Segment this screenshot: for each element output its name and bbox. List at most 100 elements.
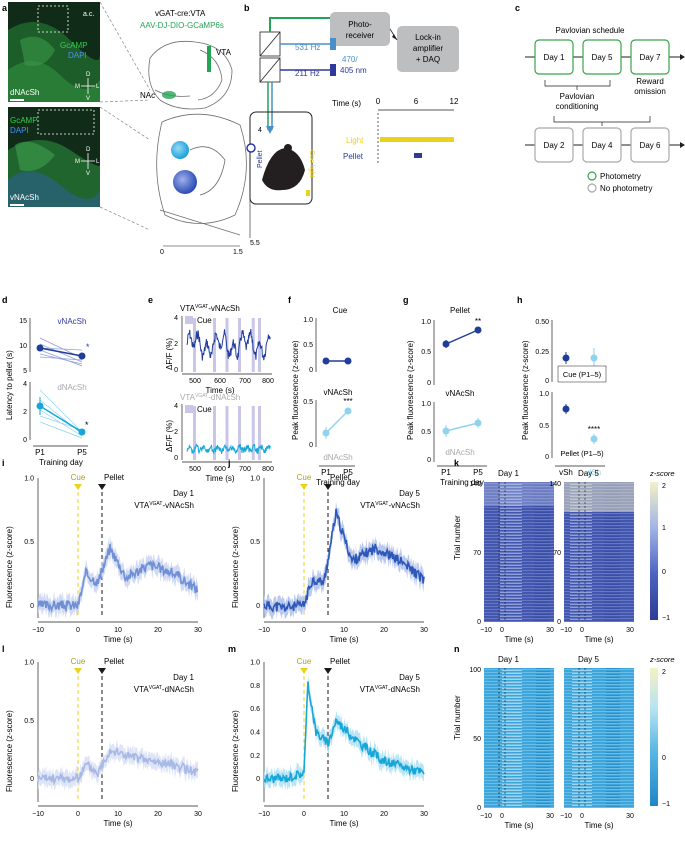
d-top-p5-point <box>78 352 86 360</box>
panel-letter-h: h <box>517 295 523 305</box>
svg-text:M: M <box>75 84 80 90</box>
n-zlabel: z-score <box>649 655 675 664</box>
svg-text:500: 500 <box>189 466 201 473</box>
svg-text:0: 0 <box>477 619 481 626</box>
panel-letter-d: d <box>2 295 8 305</box>
label-wl-2: 405 nm <box>340 66 367 75</box>
svg-text:+ DAQ: + DAQ <box>416 55 440 64</box>
g-top-label: vNAcSh <box>446 389 475 398</box>
e-xlabel-top: Time (s) <box>205 386 234 395</box>
svg-text:0.5: 0.5 <box>421 429 431 436</box>
m-title: VTAVGAT-dNAcSh <box>360 685 420 694</box>
panel-letter-f: f <box>288 295 292 305</box>
j-title: VTAVGAT-vNAcSh <box>360 501 420 510</box>
legend-photometry-marker <box>587 171 597 181</box>
k-xlabel-1: Time (s) <box>504 635 533 644</box>
panel-letter-g: g <box>403 295 409 305</box>
svg-text:0: 0 <box>662 755 666 762</box>
g-xlabel: Training day <box>440 478 484 487</box>
m-xlabel: Time (s) <box>329 819 358 828</box>
label-gcamp-bottom: GcAMP <box>10 116 38 125</box>
n-ylabel: Trial number <box>453 695 462 740</box>
f-top-p1-point <box>322 357 330 365</box>
e-top-title: VTAVGAT-vNAcSh <box>180 304 240 313</box>
legend-no-photometry-marker <box>587 183 597 193</box>
emission-path <box>269 17 330 32</box>
svg-text:2: 2 <box>174 341 178 348</box>
l-cue-label: Cue <box>71 657 86 666</box>
svg-text:dSh: dSh <box>587 468 601 477</box>
panel-letter-b: b <box>244 3 250 13</box>
l-ylabel: Fluorescence (z-score) <box>5 710 14 792</box>
svg-text:0: 0 <box>477 805 481 812</box>
m-pellet-label: Pellet <box>330 657 351 666</box>
svg-text:0: 0 <box>557 619 561 626</box>
day7-box <box>630 39 670 75</box>
svg-text:6: 6 <box>414 97 419 106</box>
svg-text:Day 2: Day 2 <box>544 141 565 150</box>
label-vta: VTA <box>216 48 232 57</box>
l-pellet-marker <box>98 668 106 674</box>
svg-text:0.50: 0.50 <box>535 319 549 326</box>
panel-i-trace-plot: 1.0 0.5 0 −10 0 10 20 30 Time (s) Fluorescence (z… <box>5 473 202 644</box>
svg-text:Day 6: Day 6 <box>640 141 661 150</box>
timeline-light: Light <box>346 136 364 145</box>
svg-text:M: M <box>75 159 80 165</box>
svg-text:50: 50 <box>473 736 481 743</box>
e-top-trace <box>186 329 271 361</box>
legend-no-photometry: No photometry <box>600 184 652 193</box>
m-ytick: 0.8 <box>250 683 260 690</box>
svg-text:1.0: 1.0 <box>539 391 549 398</box>
label-211hz: 211 Hz <box>295 69 320 78</box>
svg-text:0: 0 <box>427 457 431 464</box>
j-ylabel: Fluorescence (z-score) <box>231 526 240 608</box>
svg-text:P5: P5 <box>77 448 87 457</box>
l-xtick: −10 <box>32 811 44 818</box>
d-top-sig: * <box>86 342 90 352</box>
panel-letter-e: e <box>148 295 153 305</box>
m-xtick: 0 <box>302 811 306 818</box>
svg-text:Day 4: Day 4 <box>592 141 613 150</box>
svg-text:0.5: 0.5 <box>303 342 313 349</box>
m-cue-marker <box>300 668 308 674</box>
svg-text:0.5: 0.5 <box>303 399 313 406</box>
e-cue-bar <box>193 406 196 460</box>
svg-text:vSh: vSh <box>559 468 573 477</box>
svg-text:−10: −10 <box>480 627 492 634</box>
n-heatmap-day5 <box>564 668 634 808</box>
panel-letter-i: i <box>2 458 5 468</box>
n-colorbar <box>650 668 658 806</box>
svg-text:D: D <box>86 147 91 153</box>
svg-text:1.0: 1.0 <box>421 319 431 326</box>
d-bottom-p5-point <box>78 428 86 436</box>
m-ytick: 1.0 <box>250 660 260 667</box>
svg-text:conditioning: conditioning <box>556 102 599 111</box>
svg-text:Day 7: Day 7 <box>640 53 661 62</box>
svg-text:30: 30 <box>626 813 634 820</box>
i-day-label: Day 1 <box>173 489 194 498</box>
svg-text:0.5: 0.5 <box>539 423 549 430</box>
m-ytick: 0.4 <box>250 730 260 737</box>
j-xtick: 0 <box>302 627 306 634</box>
svg-text:0: 0 <box>580 813 584 820</box>
svg-text:4: 4 <box>23 381 27 388</box>
g-bottom-label: dNAcSh <box>445 448 474 457</box>
svg-text:Day 1: Day 1 <box>544 53 565 62</box>
svg-text:−10: −10 <box>480 813 492 820</box>
svg-text:−1: −1 <box>662 615 670 622</box>
svg-text:amplifier: amplifier <box>413 44 444 53</box>
j-pellet-label: Pellet <box>330 473 351 482</box>
d-bottom-label: dNAcSh <box>57 383 86 392</box>
h-cue-vsh-point <box>562 354 570 362</box>
panel-n: Trial number Day 1 Day 5 100 50 0 −10 0 … <box>453 655 675 830</box>
svg-text:Lock-in: Lock-in <box>415 33 441 42</box>
svg-text:700: 700 <box>239 378 251 385</box>
e-ylabel-bottom: ΔF/F (%) <box>165 420 174 452</box>
label-ac: a.c. <box>83 11 94 18</box>
svg-text:0: 0 <box>500 813 504 820</box>
svg-text:12: 12 <box>450 97 459 106</box>
j-xtick: 30 <box>420 627 428 634</box>
m-ylabel: Fluorescence (z-score) <box>231 710 240 792</box>
svg-text:2: 2 <box>174 429 178 436</box>
optics-cubes <box>259 31 281 83</box>
